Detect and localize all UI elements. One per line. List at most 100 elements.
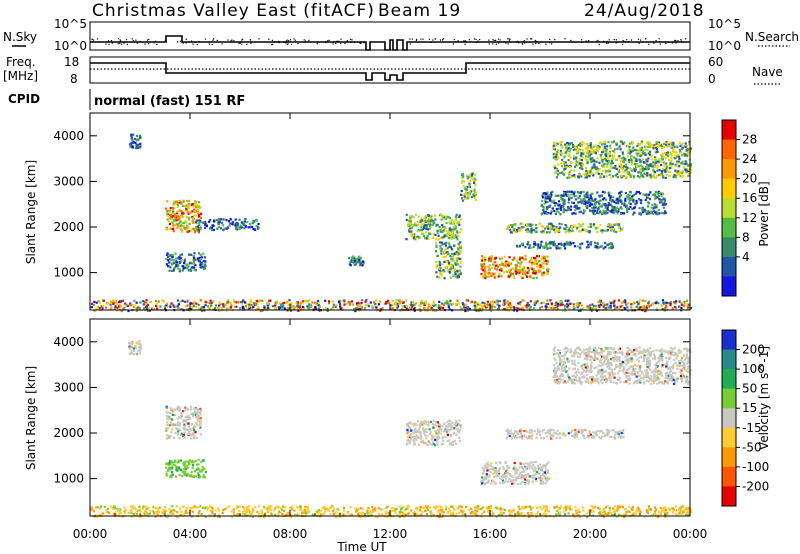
scatter-cell xyxy=(425,430,428,434)
scatter-cell xyxy=(625,168,628,171)
scatter-cell xyxy=(593,223,596,226)
n-search-point xyxy=(615,42,617,44)
scatter-cell xyxy=(187,422,190,425)
scatter-cell xyxy=(502,300,506,303)
n-search-point xyxy=(110,40,113,42)
scatter-cell xyxy=(449,267,452,270)
scatter-cell xyxy=(593,436,596,439)
scatter-cell xyxy=(492,257,495,260)
scatter-cell xyxy=(511,267,514,270)
n-search-point xyxy=(271,39,274,41)
scatter-cell xyxy=(243,227,246,230)
scatter-cell xyxy=(508,269,511,272)
scatter-cell xyxy=(635,152,638,155)
scatter-cell xyxy=(535,479,538,482)
scatter-cell xyxy=(590,309,593,312)
n-search-point xyxy=(545,43,547,45)
scatter-cell xyxy=(436,424,439,427)
scatter-cell xyxy=(627,302,630,305)
scatter-cell xyxy=(205,223,208,226)
scatter-cell xyxy=(498,272,501,275)
scatter-cell xyxy=(446,230,449,233)
scatter-cell xyxy=(585,246,588,249)
scatter-cell xyxy=(635,199,638,203)
scatter-cell xyxy=(440,218,443,221)
scatter-cell xyxy=(601,161,604,164)
scatter-cell xyxy=(441,439,444,442)
scatter-cell xyxy=(197,219,200,222)
scatter-cell xyxy=(378,300,381,303)
scatter-cell xyxy=(644,299,647,303)
n-search-point xyxy=(430,41,432,44)
scatter-cell xyxy=(649,172,652,175)
scatter-cell xyxy=(175,216,178,219)
scatter-cell xyxy=(170,431,173,434)
scatter-cell xyxy=(561,158,564,162)
scatter-cell xyxy=(167,214,170,217)
n-search-point xyxy=(285,40,287,42)
scatter-cell xyxy=(194,431,197,434)
scatter-cell xyxy=(106,302,110,305)
n-search-point xyxy=(297,43,299,45)
scatter-cell xyxy=(537,431,541,434)
scatter-cell xyxy=(676,171,679,174)
scatter-cell xyxy=(186,263,189,266)
scatter-cell xyxy=(595,434,598,437)
scatter-cell xyxy=(348,257,351,260)
scatter-cell xyxy=(418,428,421,431)
n-search-point xyxy=(518,41,520,43)
scatter-cell xyxy=(648,145,651,148)
scatter-cell xyxy=(452,274,455,277)
scatter-cell xyxy=(589,433,592,436)
scatter-cell xyxy=(198,214,201,217)
scatter-cell xyxy=(561,194,565,197)
scatter-cell xyxy=(528,275,532,278)
scatter-cell xyxy=(500,257,503,260)
scatter-cell xyxy=(432,441,435,444)
scatter-cell xyxy=(279,302,282,305)
scatter-cell xyxy=(453,431,456,434)
scatter-cell xyxy=(524,258,527,261)
scatter-cell xyxy=(167,427,170,430)
scatter-cell xyxy=(234,218,237,221)
scatter-cell xyxy=(641,307,644,310)
scatter-cell xyxy=(652,163,655,166)
freq-tick-bottom: 8 xyxy=(70,72,78,86)
n-search-point xyxy=(627,41,630,43)
scatter-cell xyxy=(202,476,205,479)
scatter-cell xyxy=(677,155,681,158)
scatter-cell xyxy=(497,275,500,278)
n-search-point xyxy=(125,38,128,41)
scatter-cell xyxy=(216,227,219,230)
scatter-cell xyxy=(554,155,557,158)
scatter-cell xyxy=(586,196,589,199)
scatter-cell xyxy=(568,166,571,169)
scatter-cell xyxy=(562,309,565,312)
n-search-point xyxy=(344,42,346,44)
scatter-cell xyxy=(485,473,488,476)
scatter-cell xyxy=(391,300,394,303)
scatter-cell xyxy=(429,433,432,436)
scatter-cell xyxy=(657,142,660,145)
scatter-cell xyxy=(483,478,486,482)
scatter-cell xyxy=(620,212,623,215)
scatter-cell xyxy=(607,161,610,164)
scatter-cell xyxy=(406,442,409,445)
scatter-cell xyxy=(244,218,247,221)
scatter-cell xyxy=(429,223,432,226)
scatter-cell xyxy=(546,231,549,234)
scatter-cell xyxy=(215,304,218,307)
scatter-cell xyxy=(532,262,535,265)
scatter-cell xyxy=(351,303,354,306)
scatter-cell xyxy=(677,160,680,163)
scatter-cell xyxy=(405,307,408,310)
scatter-cell xyxy=(435,260,438,264)
scatter-cell xyxy=(652,169,655,172)
scatter-cell xyxy=(512,227,515,230)
scatter-cell xyxy=(496,471,499,475)
scatter-cell xyxy=(170,418,174,421)
scatter-cell xyxy=(203,267,206,270)
scatter-cell xyxy=(449,220,452,223)
scatter-cell xyxy=(180,259,183,262)
n-search-point xyxy=(492,39,494,41)
